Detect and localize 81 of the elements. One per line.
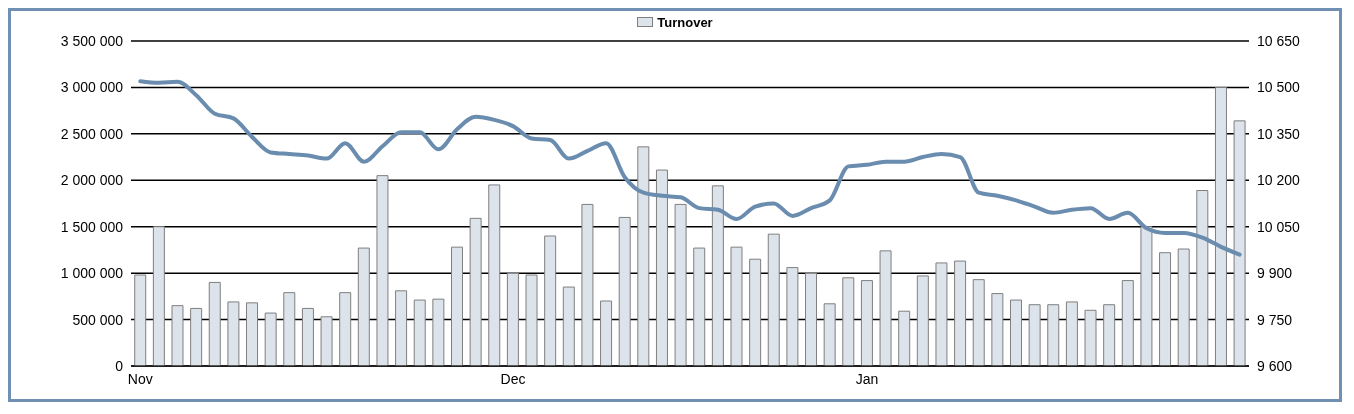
- bar: [301, 307, 314, 366]
- bar: [506, 272, 519, 366]
- bar: [544, 235, 557, 366]
- line-series: [138, 79, 1242, 257]
- bar: [600, 300, 613, 366]
- bar: [879, 250, 892, 366]
- bar: [1065, 301, 1078, 366]
- bar: [190, 307, 203, 366]
- y2-tick-label: 10 350: [1257, 125, 1301, 142]
- bar: [749, 258, 762, 366]
- bar: [860, 280, 873, 366]
- bar: [339, 292, 352, 366]
- bar: [1214, 86, 1227, 366]
- bar: [562, 286, 575, 366]
- bar: [898, 310, 911, 366]
- y2-tick-label: 10 050: [1257, 218, 1301, 235]
- bar: [1028, 304, 1041, 366]
- bar: [376, 175, 389, 366]
- y-tick-label: 3 500 000: [60, 32, 124, 49]
- bar: [246, 302, 259, 366]
- y2-tick-label: 10 200: [1257, 172, 1301, 189]
- bar: [1233, 120, 1246, 366]
- bar: [1084, 309, 1097, 366]
- bar: [674, 203, 687, 366]
- bar: [1103, 304, 1116, 366]
- bar: [320, 316, 333, 366]
- bar: [171, 305, 184, 366]
- x-tick-label: Dec: [500, 370, 526, 387]
- x-tick-label: Jan: [855, 370, 879, 387]
- bar: [1159, 252, 1172, 366]
- bar: [916, 275, 929, 366]
- bar: [991, 293, 1004, 366]
- bar: [637, 146, 650, 366]
- y2-tick-label: 9 900: [1257, 265, 1293, 282]
- y2-tick-label: 9 600: [1257, 357, 1293, 374]
- bar: [1121, 280, 1134, 366]
- bar: [152, 226, 165, 366]
- bar: [1047, 304, 1060, 366]
- bar: [823, 303, 836, 366]
- bar: [842, 277, 855, 366]
- y2-tick-label: 10 500: [1257, 79, 1301, 96]
- bar: [134, 274, 147, 366]
- bar: [935, 262, 948, 366]
- y-tick-label: 3 000 000: [60, 79, 124, 96]
- y2-tick-label: 9 750: [1257, 311, 1293, 328]
- bar: [1140, 226, 1153, 366]
- bar: [711, 185, 724, 366]
- y-tick-label: 2 500 000: [60, 125, 124, 142]
- bar: [357, 247, 370, 366]
- bar: [264, 312, 277, 366]
- y-tick-label: 1 000 000: [60, 265, 124, 282]
- bar: [767, 233, 780, 366]
- bar: [1009, 299, 1022, 366]
- bar: [1177, 248, 1190, 366]
- bar: [488, 184, 501, 366]
- bar: [208, 281, 221, 366]
- bar: [972, 279, 985, 366]
- bar: [693, 247, 706, 366]
- y-tick-label: 2 000 000: [60, 172, 124, 189]
- bar: [283, 292, 296, 366]
- bar: [618, 216, 631, 366]
- x-tick-label: Nov: [127, 370, 153, 387]
- bar: [525, 274, 538, 366]
- bar: [805, 272, 818, 366]
- bar: [227, 301, 240, 366]
- bar: [432, 298, 445, 366]
- bar: [786, 267, 799, 366]
- legend-label: Turnover: [657, 14, 713, 30]
- y-tick-label: 500 000: [72, 311, 124, 328]
- bar: [1196, 190, 1209, 366]
- bar: [655, 169, 668, 366]
- y-tick-label: 0: [115, 357, 124, 374]
- bar: [954, 260, 967, 366]
- bar: [450, 246, 463, 366]
- bar: [395, 290, 408, 366]
- y2-tick-label: 10 650: [1257, 32, 1301, 49]
- bar: [581, 203, 594, 366]
- bar: [730, 246, 743, 366]
- y-tick-label: 1 500 000: [60, 218, 124, 235]
- bar: [469, 217, 482, 366]
- bar: [413, 299, 426, 366]
